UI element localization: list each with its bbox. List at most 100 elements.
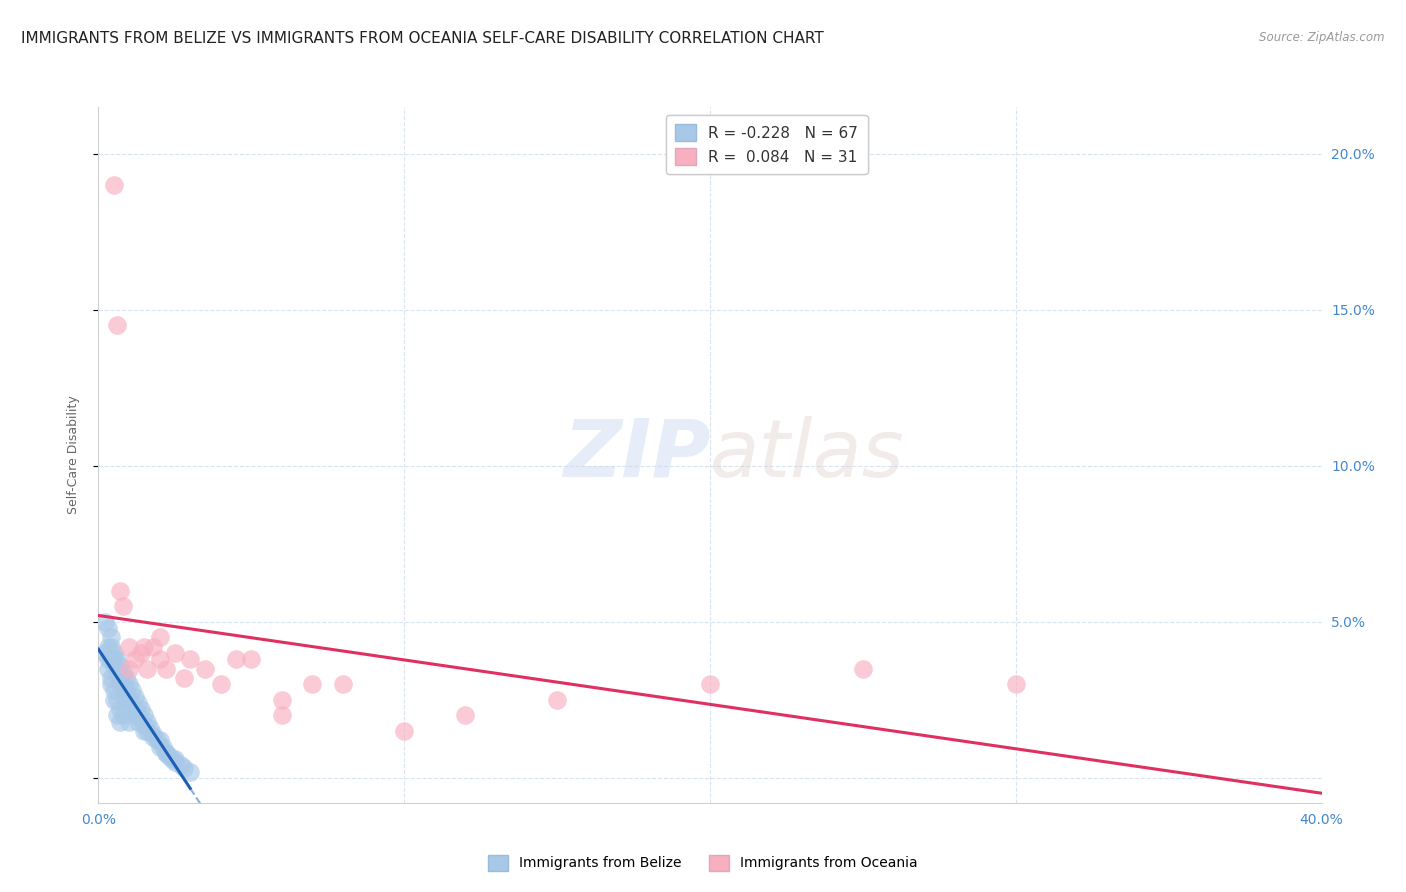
Point	[115, 683, 138, 698]
Point	[118, 640, 141, 654]
Point	[93, 615, 115, 629]
Point	[118, 693, 141, 707]
Point	[225, 652, 247, 666]
Point	[454, 708, 477, 723]
Point	[97, 621, 120, 635]
Point	[97, 640, 120, 654]
Point	[108, 671, 131, 685]
Point	[103, 658, 125, 673]
Legend: R = -0.228   N = 67, R =  0.084   N = 31: R = -0.228 N = 67, R = 0.084 N = 31	[665, 115, 868, 175]
Point	[149, 652, 172, 666]
Point	[118, 714, 141, 729]
Point	[152, 739, 174, 754]
Text: ZIP: ZIP	[562, 416, 710, 494]
Text: atlas: atlas	[710, 416, 905, 494]
Point	[103, 683, 125, 698]
Point	[100, 677, 122, 691]
Point	[103, 693, 125, 707]
Point	[155, 662, 177, 676]
Point	[100, 640, 122, 654]
Point	[111, 708, 134, 723]
Point	[155, 746, 177, 760]
Point	[546, 693, 568, 707]
Point	[105, 693, 128, 707]
Point	[111, 665, 134, 679]
Point	[136, 714, 159, 729]
Point	[121, 702, 143, 716]
Point	[270, 708, 292, 723]
Point	[103, 178, 125, 192]
Point	[111, 599, 134, 614]
Point	[149, 733, 172, 747]
Point	[115, 671, 138, 685]
Point	[129, 646, 152, 660]
Point	[392, 724, 416, 739]
Point	[1004, 677, 1026, 691]
Point	[163, 756, 186, 770]
Point	[118, 690, 141, 704]
Point	[111, 677, 134, 691]
Point	[301, 677, 323, 691]
Point	[108, 677, 131, 691]
Point	[108, 714, 131, 729]
Point	[100, 631, 122, 645]
Point	[240, 652, 263, 666]
Point	[142, 640, 165, 654]
Point	[139, 721, 162, 735]
Point	[332, 677, 354, 691]
Point	[127, 696, 149, 710]
Point	[179, 652, 201, 666]
Y-axis label: Self-Care Disability: Self-Care Disability	[67, 395, 80, 515]
Point	[108, 658, 131, 673]
Point	[97, 662, 120, 676]
Point	[142, 727, 165, 741]
Point	[124, 708, 146, 723]
Point	[157, 749, 180, 764]
Point	[129, 702, 152, 716]
Point	[108, 583, 131, 598]
Point	[105, 318, 128, 333]
Point	[134, 724, 156, 739]
Point	[163, 752, 186, 766]
Point	[124, 652, 146, 666]
Point	[100, 652, 122, 666]
Point	[142, 731, 165, 745]
Point	[134, 640, 156, 654]
Point	[270, 693, 292, 707]
Point	[194, 662, 217, 676]
Point	[134, 708, 156, 723]
Text: Source: ZipAtlas.com: Source: ZipAtlas.com	[1260, 31, 1385, 45]
Point	[170, 758, 193, 772]
Point	[173, 671, 195, 685]
Point	[127, 708, 149, 723]
Point	[105, 668, 128, 682]
Point	[124, 690, 146, 704]
Point	[124, 702, 146, 716]
Point	[105, 652, 128, 666]
Point	[115, 693, 138, 707]
Point	[852, 662, 875, 676]
Point	[163, 646, 186, 660]
Point	[160, 752, 183, 766]
Point	[105, 662, 128, 676]
Point	[136, 662, 159, 676]
Legend: Immigrants from Belize, Immigrants from Oceania: Immigrants from Belize, Immigrants from …	[482, 849, 924, 876]
Text: IMMIGRANTS FROM BELIZE VS IMMIGRANTS FROM OCEANIA SELF-CARE DISABILITY CORRELATI: IMMIGRANTS FROM BELIZE VS IMMIGRANTS FRO…	[21, 31, 824, 46]
Point	[155, 746, 177, 760]
Point	[103, 646, 125, 660]
Point	[149, 631, 172, 645]
Point	[108, 702, 131, 716]
Point	[127, 714, 149, 729]
Point	[145, 733, 167, 747]
Point	[136, 724, 159, 739]
Point	[699, 677, 721, 691]
Point	[118, 677, 141, 691]
Point	[134, 718, 156, 732]
Point	[97, 652, 120, 666]
Point	[105, 708, 128, 723]
Point	[149, 739, 172, 754]
Point	[179, 764, 201, 779]
Point	[100, 671, 122, 685]
Point	[103, 652, 125, 666]
Point	[209, 677, 232, 691]
